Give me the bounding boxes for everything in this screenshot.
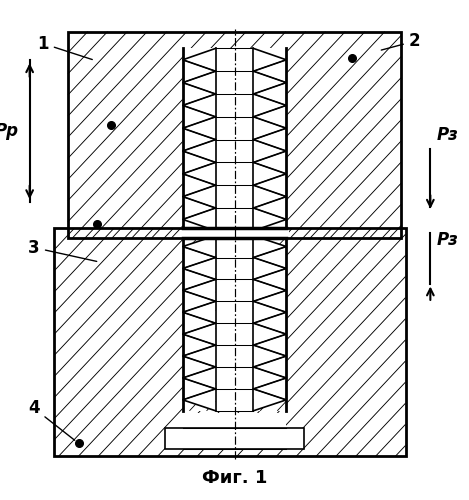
Polygon shape — [68, 32, 401, 238]
Polygon shape — [183, 236, 286, 411]
Polygon shape — [253, 312, 286, 334]
Polygon shape — [183, 246, 216, 268]
Polygon shape — [183, 312, 216, 334]
Polygon shape — [253, 128, 286, 151]
Polygon shape — [253, 196, 286, 220]
Polygon shape — [181, 227, 288, 239]
Polygon shape — [183, 117, 216, 140]
Polygon shape — [183, 196, 216, 220]
Polygon shape — [183, 302, 216, 323]
Polygon shape — [253, 356, 286, 378]
Text: Pз: Pз — [437, 231, 459, 249]
Polygon shape — [253, 94, 286, 117]
Polygon shape — [253, 323, 286, 345]
Polygon shape — [183, 356, 216, 378]
Polygon shape — [183, 162, 216, 185]
Polygon shape — [183, 208, 216, 231]
Polygon shape — [183, 151, 216, 174]
Polygon shape — [183, 236, 216, 258]
Polygon shape — [253, 258, 286, 280]
Polygon shape — [253, 290, 286, 312]
Polygon shape — [253, 367, 286, 389]
Polygon shape — [183, 174, 216, 197]
Text: 2: 2 — [381, 32, 420, 50]
Polygon shape — [253, 334, 286, 356]
Polygon shape — [253, 280, 286, 301]
Polygon shape — [54, 228, 406, 456]
Polygon shape — [183, 323, 216, 345]
Polygon shape — [165, 428, 304, 449]
Polygon shape — [183, 60, 216, 82]
Polygon shape — [183, 280, 216, 301]
Polygon shape — [183, 48, 286, 231]
Text: 3: 3 — [28, 238, 97, 262]
Polygon shape — [253, 208, 286, 231]
Polygon shape — [253, 48, 286, 71]
Polygon shape — [183, 82, 216, 106]
Text: 4: 4 — [28, 400, 75, 440]
Polygon shape — [253, 246, 286, 268]
Polygon shape — [253, 162, 286, 185]
Polygon shape — [253, 236, 286, 258]
Polygon shape — [253, 389, 286, 411]
Text: 1: 1 — [38, 34, 92, 59]
Text: Pp: Pp — [0, 122, 18, 140]
Polygon shape — [183, 106, 216, 128]
Polygon shape — [183, 258, 216, 280]
Text: Фиг. 1: Фиг. 1 — [202, 469, 267, 487]
Polygon shape — [183, 185, 216, 208]
Polygon shape — [253, 117, 286, 140]
Polygon shape — [253, 185, 286, 208]
Polygon shape — [183, 128, 216, 151]
Polygon shape — [183, 413, 286, 449]
Polygon shape — [183, 367, 216, 389]
Polygon shape — [183, 94, 216, 117]
Polygon shape — [253, 82, 286, 106]
Polygon shape — [253, 60, 286, 82]
Polygon shape — [183, 71, 216, 94]
Polygon shape — [253, 236, 286, 411]
Polygon shape — [183, 140, 216, 162]
Polygon shape — [183, 236, 216, 411]
Polygon shape — [253, 378, 286, 400]
Polygon shape — [183, 48, 216, 71]
Polygon shape — [183, 345, 216, 367]
Polygon shape — [253, 302, 286, 323]
Polygon shape — [183, 334, 216, 356]
Text: Pз: Pз — [437, 126, 459, 144]
Polygon shape — [253, 106, 286, 128]
Polygon shape — [183, 378, 216, 400]
Polygon shape — [183, 389, 216, 411]
Polygon shape — [183, 290, 216, 312]
Polygon shape — [253, 268, 286, 290]
Polygon shape — [183, 268, 216, 290]
Polygon shape — [253, 345, 286, 367]
Polygon shape — [253, 140, 286, 162]
Polygon shape — [253, 174, 286, 197]
Polygon shape — [253, 71, 286, 94]
Polygon shape — [253, 151, 286, 174]
